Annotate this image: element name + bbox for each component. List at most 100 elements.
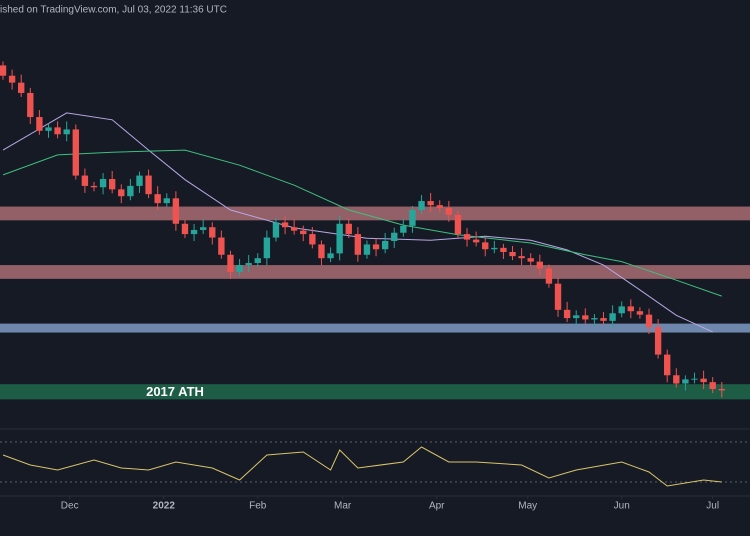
candle: [227, 254, 234, 272]
candle: [209, 227, 216, 238]
candle: [454, 214, 462, 235]
candle: [518, 256, 525, 259]
zone: [0, 265, 750, 279]
x-tick-label: Jun: [614, 501, 630, 512]
moving-average: [2, 112, 713, 333]
candle: [609, 313, 616, 321]
candle: [600, 318, 607, 321]
candle: [127, 185, 134, 197]
candle: [445, 207, 453, 215]
candle: [236, 265, 243, 272]
candle: [45, 127, 52, 131]
candle: [181, 223, 189, 235]
candle: [691, 378, 698, 380]
zone: [0, 323, 750, 333]
candle: [554, 283, 562, 310]
candle: [472, 239, 480, 243]
candle: [172, 198, 180, 224]
candle: [400, 225, 407, 233]
candle: [281, 222, 289, 228]
rsi-panel: [0, 441, 750, 487]
candle: [482, 242, 489, 250]
candle: [190, 229, 198, 235]
candle: [90, 185, 98, 188]
candle: [99, 179, 107, 188]
candle: [8, 75, 16, 83]
candle: [573, 315, 580, 319]
header: ished on TradingView.com, Jul 03, 2022 1…: [0, 5, 227, 16]
x-tick-label: 2022: [153, 501, 176, 512]
candle: [54, 127, 61, 135]
candle: [354, 234, 362, 255]
candle: [563, 309, 571, 319]
candle: [627, 306, 634, 312]
candle: [336, 223, 343, 254]
candle: [718, 389, 725, 391]
candle: [363, 244, 371, 255]
candles: [0, 61, 725, 398]
candle: [381, 240, 389, 250]
candle: [18, 82, 25, 93]
candle: [582, 315, 589, 320]
candle: [272, 222, 280, 238]
candle: [327, 253, 334, 259]
candle: [645, 314, 653, 328]
candle: [409, 210, 416, 226]
rsi-line: [2, 446, 722, 487]
moving-averages: [2, 112, 722, 333]
candle: [682, 379, 689, 384]
candle: [509, 252, 516, 257]
candle: [199, 227, 207, 230]
candle: [463, 234, 471, 240]
candle: [491, 247, 498, 250]
candle: [700, 378, 707, 383]
candle: [154, 194, 161, 204]
candle: [218, 237, 225, 255]
candle: [527, 258, 534, 262]
zone-label: 2017 ATH: [146, 384, 204, 399]
candle: [345, 223, 352, 235]
candle: [118, 189, 125, 197]
moving-average: [2, 149, 722, 297]
candle: [109, 179, 116, 190]
zone: [0, 384, 750, 400]
candle: [427, 201, 434, 206]
candle: [163, 198, 170, 204]
candle: [318, 244, 325, 259]
candle: [263, 237, 271, 259]
candle: [664, 354, 671, 376]
candle: [536, 261, 544, 269]
candle: [63, 129, 70, 135]
candle: [145, 175, 152, 195]
x-tick-label: Mar: [334, 501, 352, 512]
candle: [391, 232, 398, 241]
candle: [245, 263, 252, 266]
candle: [254, 258, 261, 264]
candle: [545, 268, 553, 284]
candle: [309, 234, 316, 245]
candle: [636, 311, 644, 315]
candle: [81, 175, 89, 186]
candle: [36, 117, 43, 131]
candle: [500, 247, 507, 252]
zones: 2017 ATH: [0, 206, 750, 400]
x-axis: Dec 2022 Feb Mar Apr May Jun Jul: [61, 496, 719, 512]
x-tick-label: Feb: [249, 501, 267, 512]
candle: [372, 244, 380, 250]
candle: [591, 318, 598, 320]
candle: [0, 65, 7, 76]
candle: [418, 201, 425, 210]
candle: [290, 227, 298, 231]
candle: [654, 327, 662, 355]
candle: [136, 175, 143, 186]
candle: [300, 230, 307, 235]
x-tick-label: May: [518, 501, 537, 512]
candle: [27, 92, 34, 118]
zone: [0, 206, 750, 221]
x-tick-label: Jul: [706, 501, 719, 512]
candle: [709, 382, 716, 390]
x-tick-label: Apr: [429, 501, 445, 512]
candle: [673, 375, 680, 384]
